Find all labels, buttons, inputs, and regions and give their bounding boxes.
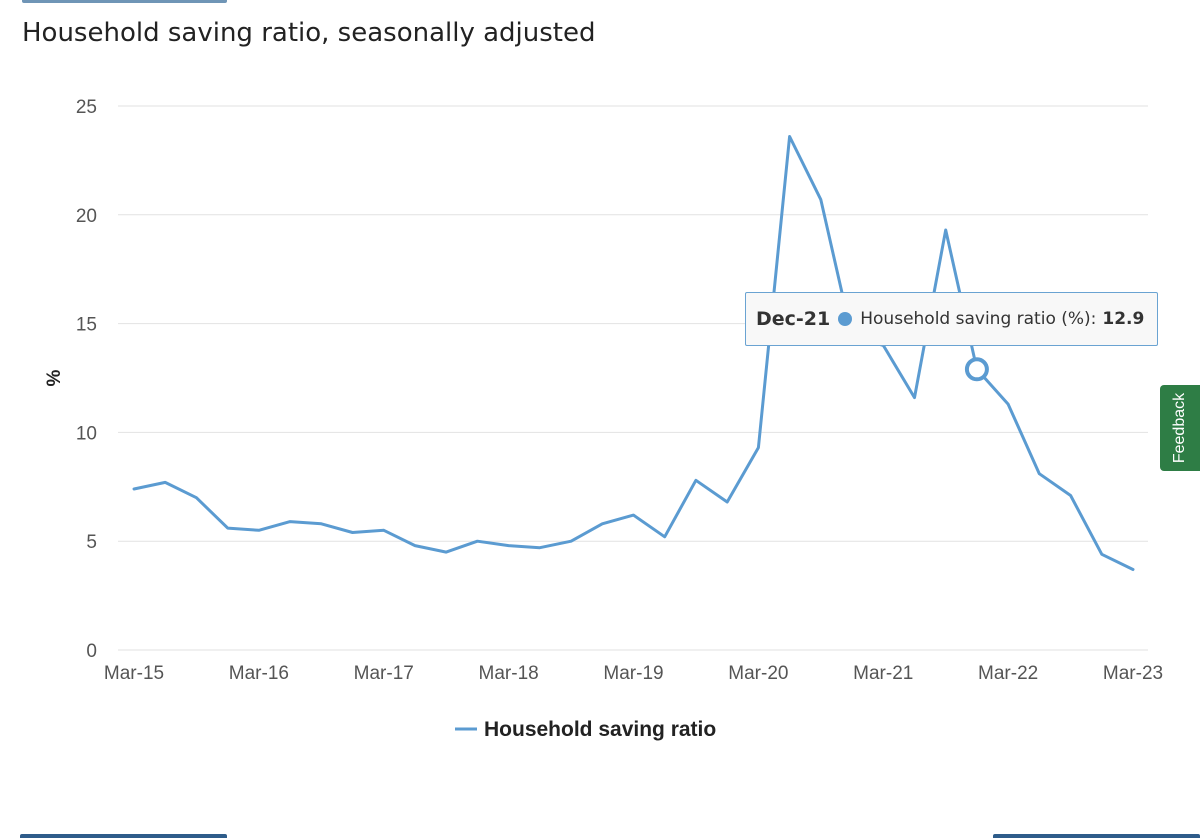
x-tick-label: Mar-19: [603, 663, 663, 684]
y-tick-label: 15: [76, 315, 97, 336]
y-tick-label: 0: [86, 641, 97, 662]
y-tick-label: 5: [86, 532, 97, 553]
y-axis-title: %: [44, 369, 65, 386]
series-layer: [132, 135, 1135, 571]
feedback-label[interactable]: Feedback: [1171, 392, 1189, 464]
y-tick-label: 25: [76, 97, 97, 118]
y-axis-ticks: 0 5 10 15 20 25: [76, 97, 97, 662]
x-tick-label: Mar-22: [978, 663, 1038, 684]
grid: [118, 105, 1148, 651]
x-tick-label: Mar-21: [853, 663, 913, 684]
y-tick-label: 10: [76, 423, 97, 444]
legend-label[interactable]: Household saving ratio: [484, 718, 716, 741]
tooltip-date: Dec-21: [756, 308, 831, 330]
x-tick-label: Mar-23: [1103, 663, 1163, 684]
chart-title: Household saving ratio, seasonally adjus…: [22, 18, 596, 48]
y-tick-label: 20: [76, 206, 97, 227]
series-line: [132, 135, 1135, 571]
tooltip-value: 12.9: [1102, 309, 1145, 329]
data-tooltip: Dec-21 Household saving ratio (%): 12.9: [745, 292, 1158, 346]
x-tick-label: Mar-15: [104, 663, 164, 684]
series-dot-icon: [838, 312, 853, 326]
x-tick-label: Mar-20: [728, 663, 788, 684]
legend[interactable]: Household saving ratio: [455, 718, 716, 741]
bottom-nav-bar-left[interactable]: [20, 834, 227, 838]
x-tick-label: Mar-18: [479, 663, 539, 684]
x-tick-label: Mar-16: [229, 663, 289, 684]
highlighted-point: [964, 357, 989, 382]
tooltip-series-label: Household saving ratio (%):: [860, 309, 1097, 329]
top-tab-strip: [22, 0, 227, 3]
x-axis-ticks: Mar-15 Mar-16 Mar-17 Mar-18 Mar-19 Mar-20 Mar-…: [104, 663, 1163, 684]
feedback-button[interactable]: Feedback: [1160, 385, 1200, 471]
x-tick-label: Mar-17: [354, 663, 414, 684]
bottom-nav-bar-right[interactable]: [993, 834, 1200, 838]
